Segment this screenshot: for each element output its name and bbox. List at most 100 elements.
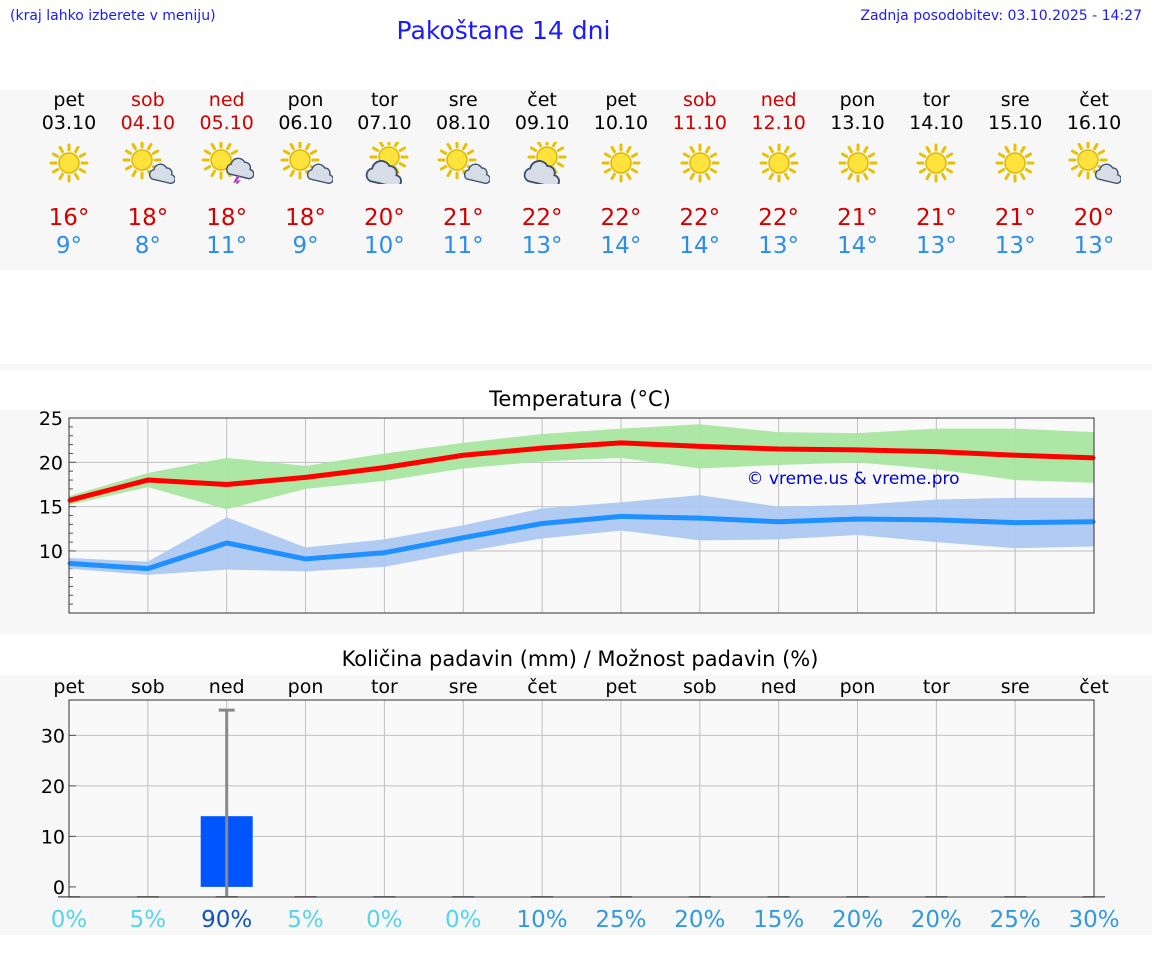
temp-max: 18° (285, 205, 326, 231)
temp-min: 9° (55, 233, 83, 259)
data-point (777, 520, 781, 524)
location-hint-link[interactable]: (kraj lahko izberete v meniju) (10, 8, 216, 24)
precip-probability: 30% (1068, 907, 1119, 933)
data-point (698, 516, 702, 520)
cloud-shape (148, 163, 175, 184)
precip-probability: 25% (595, 907, 646, 933)
x-category-label: čet (527, 676, 557, 698)
day-column: čet 16.10 20° 13° (1054, 88, 1134, 260)
sun-icon (601, 143, 641, 183)
day-name: pon (839, 89, 876, 111)
sun-icon (838, 143, 877, 183)
precip-probability: 20% (674, 907, 725, 933)
day-column: sob 11.10 22° 14° (660, 88, 740, 260)
temp-max: 21° (994, 205, 1036, 231)
temp-max: 22° (600, 205, 642, 231)
y-tick-label: 20 (41, 776, 65, 798)
sun-icon (680, 143, 720, 183)
day-column: tor 14.10 21° 13° (896, 88, 976, 260)
cloud-sun-icon (366, 142, 409, 184)
precip-probability: 20% (832, 907, 883, 933)
y-tick-label: 10 (39, 541, 63, 563)
day-name: čet (1079, 89, 1109, 111)
cloud-shape (225, 157, 254, 180)
day-date: 07.10 (357, 112, 412, 134)
precip-probability: 0% (445, 907, 482, 933)
sun-storm-icon (201, 142, 254, 184)
data-point (1013, 521, 1017, 525)
day-date: 10.10 (593, 112, 649, 134)
day-name: tor (370, 89, 398, 111)
precip-probability: 10% (517, 907, 568, 933)
x-category-label: pon (840, 676, 876, 698)
temp-max: 16° (48, 205, 90, 231)
range-band (69, 424, 1095, 510)
temperature-title: Temperatura (°C) (489, 387, 671, 411)
temp-max: 21° (915, 205, 957, 231)
day-date: 08.10 (436, 112, 491, 134)
forecast-panel (0, 90, 1152, 270)
data-point (382, 466, 386, 470)
sun-cloud-icon (1068, 142, 1122, 184)
data-point (856, 517, 859, 521)
temp-max: 22° (758, 205, 800, 231)
y-tick-label: 15 (39, 497, 63, 519)
data-point (225, 482, 229, 486)
x-category-label: sre (1001, 676, 1030, 698)
precipitation-title: Količina padavin (mm) / Možnost padavin … (341, 647, 819, 671)
cloud-shape (1095, 163, 1122, 184)
day-column: pet 10.10 22° 14° (581, 88, 661, 260)
temp-min: 8° (134, 233, 161, 259)
day-name: sre (1000, 89, 1030, 111)
day-column: sre 08.10 21° 11° (423, 88, 503, 260)
sun-shape (122, 142, 162, 180)
temp-max: 20° (1073, 205, 1115, 231)
sun-shape (437, 142, 477, 180)
day-column: pet 03.10 16° 9° (29, 88, 109, 260)
day-date: 11.10 (672, 112, 727, 134)
sun-shape (601, 143, 641, 183)
temp-max: 21° (442, 205, 484, 231)
page-title: Pakoštane 14 dni (396, 16, 611, 45)
data-point (540, 521, 544, 525)
temp-min: 9° (292, 233, 319, 259)
day-date: 12.10 (751, 112, 806, 134)
lightning-shape (232, 176, 241, 184)
data-point (777, 447, 781, 451)
sun-shape (759, 143, 799, 183)
data-point (856, 448, 859, 452)
day-name: pet (53, 89, 85, 111)
sun-shape (916, 143, 956, 183)
y-tick-label: 10 (41, 826, 65, 848)
day-date: 16.10 (1066, 112, 1122, 134)
plot-frame (68, 699, 1095, 898)
data-point (540, 446, 544, 450)
sun-icon (759, 143, 799, 183)
day-name: pon (287, 89, 324, 111)
x-category-label: pon (288, 676, 324, 698)
precipitation-chart: pet sob ned pon tor sre čet pet sob ned pon tor sre č… (41, 676, 1120, 933)
sun-shape (680, 143, 720, 183)
data-point (461, 536, 465, 540)
day-date: 06.10 (278, 112, 333, 134)
day-column: čet 09.10 22° 13° (502, 88, 582, 260)
temp-max: 18° (127, 205, 169, 231)
x-category-label: ned (209, 676, 245, 698)
precip-probability: 25% (990, 907, 1041, 933)
x-category-label: tor (923, 676, 950, 698)
sun-cloud-icon (122, 142, 175, 184)
temp-max: 22° (521, 205, 563, 231)
day-column: ned 05.10 18° 11° (187, 88, 267, 260)
day-name: pet (605, 89, 637, 111)
day-name: sre (448, 89, 478, 111)
day-date: 15.10 (987, 112, 1043, 134)
temp-min: 11° (442, 233, 484, 259)
day-column: ned 12.10 22° 13° (739, 88, 819, 260)
sun-icon (916, 143, 956, 183)
data-point (619, 514, 623, 518)
data-point (698, 444, 702, 448)
day-column: sre 15.10 21° 13° (975, 88, 1055, 260)
data-point (146, 567, 150, 571)
temp-max: 21° (837, 205, 878, 231)
temp-min: 13° (758, 233, 800, 259)
